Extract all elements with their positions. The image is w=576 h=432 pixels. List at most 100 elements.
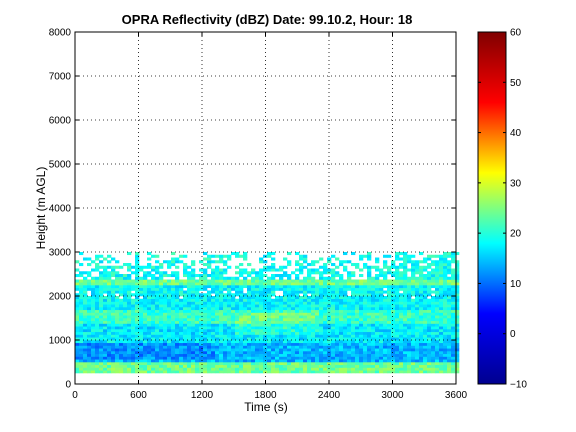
reflectivity-cell <box>323 362 328 366</box>
reflectivity-cell <box>187 265 192 269</box>
reflectivity-cell <box>279 287 284 291</box>
reflectivity-cell <box>175 323 180 327</box>
reflectivity-cell <box>419 312 424 316</box>
reflectivity-cell <box>419 329 424 333</box>
reflectivity-cell <box>127 323 132 327</box>
reflectivity-cell <box>275 312 280 316</box>
reflectivity-cell <box>259 285 264 289</box>
reflectivity-cell <box>191 285 196 289</box>
reflectivity-cell <box>399 274 404 278</box>
reflectivity-cell <box>431 364 436 368</box>
reflectivity-cell <box>415 337 420 341</box>
reflectivity-cell <box>155 282 160 286</box>
reflectivity-cell <box>279 353 284 357</box>
reflectivity-cell <box>439 364 444 368</box>
reflectivity-cell <box>119 367 124 371</box>
reflectivity-cell <box>411 260 416 264</box>
reflectivity-cell <box>431 279 436 283</box>
reflectivity-cell <box>203 252 208 256</box>
reflectivity-cell <box>211 359 216 363</box>
reflectivity-cell <box>131 356 136 360</box>
reflectivity-cell <box>367 334 372 338</box>
reflectivity-cell <box>367 298 372 302</box>
reflectivity-cell <box>267 307 272 311</box>
colorbar <box>477 31 507 385</box>
reflectivity-cell <box>251 276 256 280</box>
reflectivity-cell <box>363 323 368 327</box>
reflectivity-cell <box>207 353 212 357</box>
reflectivity-cell <box>363 342 368 346</box>
colorbar-tick-label: 10 <box>510 279 522 290</box>
reflectivity-cell <box>315 260 320 264</box>
reflectivity-cell <box>91 348 96 352</box>
reflectivity-cell <box>323 268 328 272</box>
reflectivity-cell <box>363 364 368 368</box>
reflectivity-cell <box>351 345 356 349</box>
reflectivity-cell <box>295 329 300 333</box>
reflectivity-cell <box>283 301 288 305</box>
reflectivity-cell <box>311 285 316 289</box>
reflectivity-cell <box>403 312 408 316</box>
reflectivity-cell <box>155 304 160 308</box>
reflectivity-cell <box>267 282 272 286</box>
reflectivity-cell <box>79 304 84 308</box>
reflectivity-cell <box>443 348 448 352</box>
reflectivity-cell <box>127 348 132 352</box>
reflectivity-cell <box>163 329 168 333</box>
reflectivity-cell <box>103 331 108 335</box>
reflectivity-cell <box>291 326 296 330</box>
reflectivity-cell <box>127 351 132 355</box>
reflectivity-cell <box>271 353 276 357</box>
reflectivity-cell <box>279 307 284 311</box>
reflectivity-cell <box>419 367 424 371</box>
x-tick-label: 0 <box>72 390 78 401</box>
reflectivity-cell <box>423 279 428 283</box>
reflectivity-cell <box>399 340 404 344</box>
reflectivity-cell <box>155 285 160 289</box>
reflectivity-cell <box>331 326 336 330</box>
reflectivity-cell <box>327 370 332 374</box>
reflectivity-cell <box>135 364 140 368</box>
reflectivity-cell <box>91 285 96 289</box>
reflectivity-cell <box>271 301 276 305</box>
reflectivity-cell <box>399 367 404 371</box>
reflectivity-cell <box>107 348 112 352</box>
reflectivity-cell <box>315 301 320 305</box>
reflectivity-cell <box>455 274 460 278</box>
reflectivity-cell <box>119 364 124 368</box>
reflectivity-cell <box>411 315 416 319</box>
reflectivity-cell <box>235 337 240 341</box>
reflectivity-cell <box>99 331 104 335</box>
reflectivity-cell <box>267 318 272 322</box>
reflectivity-cell <box>375 312 380 316</box>
reflectivity-cell <box>387 359 392 363</box>
reflectivity-cell <box>415 282 420 286</box>
reflectivity-cell <box>379 271 384 275</box>
reflectivity-cell <box>159 362 164 366</box>
reflectivity-cell <box>419 285 424 289</box>
reflectivity-cell <box>83 340 88 344</box>
reflectivity-cell <box>223 279 228 283</box>
reflectivity-cell <box>327 287 332 291</box>
reflectivity-cell <box>215 345 220 349</box>
reflectivity-cell <box>307 274 312 278</box>
reflectivity-cell <box>423 304 428 308</box>
reflectivity-cell <box>451 290 456 294</box>
reflectivity-cell <box>87 334 92 338</box>
reflectivity-cell <box>131 320 136 324</box>
reflectivity-cell <box>447 271 452 275</box>
reflectivity-cell <box>307 307 312 311</box>
reflectivity-cell <box>183 307 188 311</box>
reflectivity-cell <box>431 298 436 302</box>
reflectivity-cell <box>127 290 132 294</box>
reflectivity-cell <box>371 315 376 319</box>
reflectivity-cell <box>359 337 364 341</box>
reflectivity-cell <box>411 348 416 352</box>
reflectivity-cell <box>75 260 80 264</box>
reflectivity-cell <box>219 340 224 344</box>
reflectivity-cell <box>179 367 184 371</box>
reflectivity-cell <box>171 252 176 256</box>
reflectivity-cell <box>159 329 164 333</box>
reflectivity-cell <box>127 331 132 335</box>
reflectivity-cell <box>199 340 204 344</box>
